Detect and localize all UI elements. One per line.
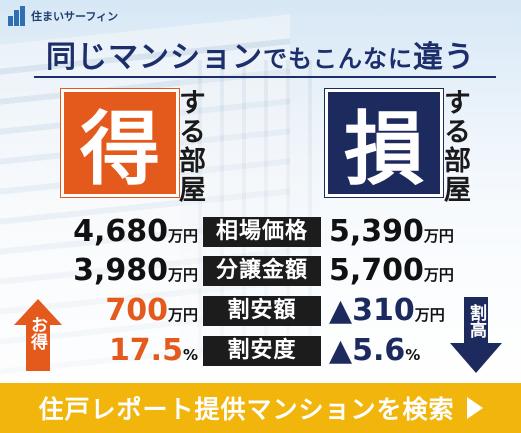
brand-logo: 住まいサーフィン <box>8 6 118 26</box>
toku-box: 得 <box>60 88 180 198</box>
headline: 同じマンションでもこんなに違う <box>0 32 521 76</box>
right-value: 5,390万円 <box>329 214 454 249</box>
cta-label[interactable]: 住戸レポート提供マンションを検索 <box>38 395 455 424</box>
arrow-up-icon <box>14 299 62 371</box>
left-value: 17.5% <box>108 333 198 368</box>
row-label: 相場価格 <box>203 217 321 247</box>
headline-main: 同じマンション <box>46 40 263 75</box>
comparison-row-sale-price: 3,980万円 分譲金額 5,700万円 <box>0 253 521 288</box>
row-label: 割安額 <box>203 296 321 326</box>
toku-side-text: する部屋 <box>174 88 205 204</box>
right-value: ▲310万円 <box>329 293 445 328</box>
comparison-row-discount-rate: 17.5% 割安度 ▲5.6% <box>0 333 521 368</box>
arrow-down-label: 割高 <box>466 304 486 338</box>
right-value: ▲5.6% <box>329 333 421 368</box>
play-triangle-icon[interactable] <box>466 397 483 419</box>
headline-end: 違う <box>413 40 475 75</box>
headline-sub: でもこんなに <box>263 45 413 73</box>
left-value: 3,980万円 <box>73 253 198 288</box>
son-side-text: する部屋 <box>439 88 470 204</box>
left-value: 700万円 <box>105 293 198 328</box>
arrow-down-icon <box>450 297 502 373</box>
row-label: 分譲金額 <box>203 256 321 286</box>
search-cta-button[interactable]: 住戸レポート提供マンションを検索 <box>0 383 521 433</box>
comparison-row-discount-amount: 700万円 割安額 ▲310万円 <box>0 293 521 328</box>
headline-underline <box>34 76 496 78</box>
brand-name: 住まいサーフィン <box>31 10 119 23</box>
son-box: 損 <box>324 88 444 198</box>
comparison-row-market-price: 4,680万円 相場価格 5,390万円 <box>0 214 521 249</box>
building-logo-icon <box>8 6 26 26</box>
arrow-up-label: お得 <box>27 316 47 350</box>
left-value: 4,680万円 <box>73 214 198 249</box>
row-label: 割安度 <box>203 336 321 366</box>
right-value: 5,700万円 <box>329 253 454 288</box>
